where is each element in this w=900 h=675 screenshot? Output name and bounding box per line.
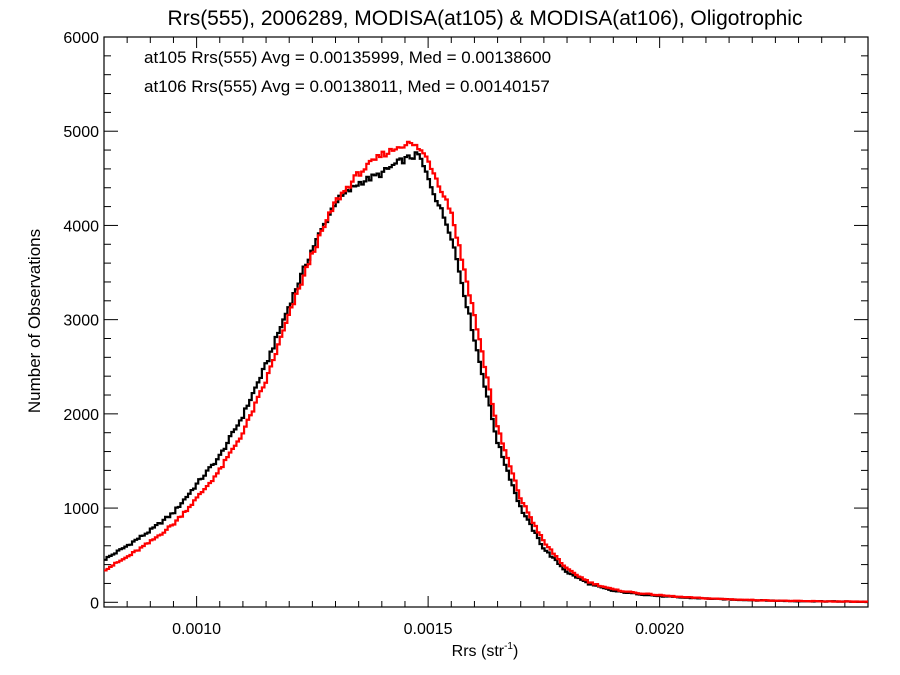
y-tick-label: 0 [90, 595, 99, 612]
series-layer [104, 140, 868, 604]
y-tick-label: 2000 [63, 407, 99, 424]
annotation-at105-stats: at105 Rrs(555) Avg = 0.00135999, Med = 0… [144, 48, 551, 67]
x-tick-label: 0.0015 [404, 621, 453, 638]
annotation-at106-stats: at106 Rrs(555) Avg = 0.00138011, Med = 0… [144, 77, 550, 96]
x-tick-label: 0.0010 [172, 621, 221, 638]
y-axis-ticks: 0 1000 2000 3000 4000 5000 6000 [63, 30, 868, 612]
y-tick-label: 3000 [63, 313, 99, 330]
x-axis-ticks: 0.0010 0.0015 0.0020 [103, 37, 869, 638]
x-tick-label: 0.0020 [635, 621, 684, 638]
series-at106-histogram [104, 140, 868, 604]
chart-title: Rrs(555), 2006289, MODISA(at105) & MODIS… [168, 7, 803, 30]
x-axis-label: Rrs (str-1) [452, 641, 519, 660]
x-axis-label-close: ) [513, 643, 518, 660]
y-tick-label: 4000 [63, 218, 99, 235]
y-axis-label: Number of Observations [25, 229, 44, 413]
y-tick-label: 6000 [63, 30, 99, 47]
y-tick-label: 1000 [63, 501, 99, 518]
x-axis-label-superscript: -1 [504, 641, 513, 652]
x-axis-label-main: Rrs (str [452, 643, 505, 660]
plot-frame [103, 36, 869, 608]
y-tick-label: 5000 [63, 124, 99, 141]
plot-area [103, 36, 869, 608]
